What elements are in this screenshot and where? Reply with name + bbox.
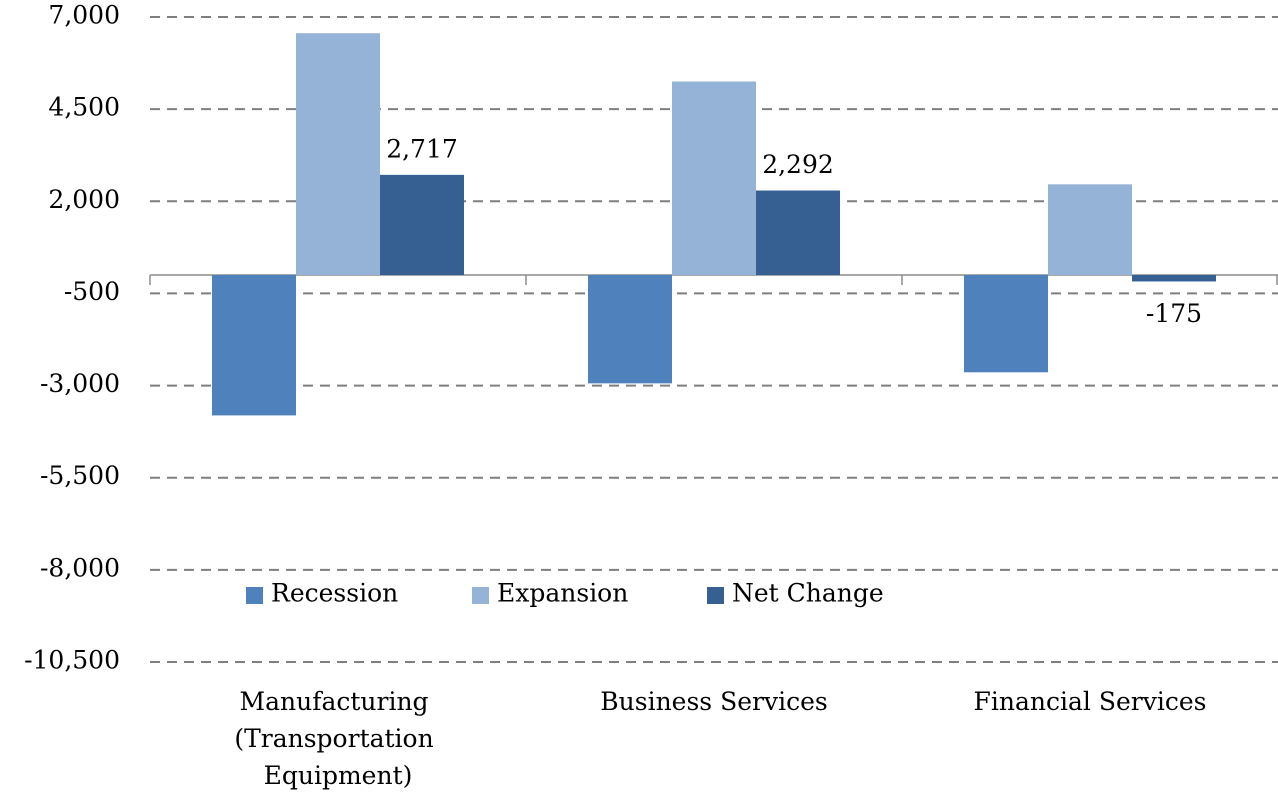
bar <box>1132 275 1216 282</box>
legend-label: Expansion <box>497 579 628 608</box>
bar <box>1048 184 1132 275</box>
x-tick-label: Manufacturing (Transportation Equipment) <box>234 687 441 790</box>
y-tick-label: -500 <box>64 277 120 306</box>
legend-label: Recession <box>271 579 398 608</box>
y-tick-label: 7,000 <box>48 1 120 30</box>
data-label: 2,717 <box>386 134 458 163</box>
x-tick-label: Financial Services <box>974 687 1207 716</box>
bar <box>964 275 1048 373</box>
bar <box>212 275 296 416</box>
bar <box>588 275 672 384</box>
y-tick-label: -8,000 <box>40 553 120 582</box>
bar <box>296 33 380 275</box>
y-tick-label: -3,000 <box>40 369 120 398</box>
x-tick-label: Business Services <box>600 687 827 716</box>
legend-swatch <box>472 587 489 604</box>
y-tick-label: -5,500 <box>40 461 120 490</box>
data-label: -175 <box>1146 299 1202 328</box>
bar <box>672 81 756 275</box>
y-tick-label: -10,500 <box>24 646 120 675</box>
bar <box>756 190 840 275</box>
legend-swatch <box>246 587 263 604</box>
legend-label: Net Change <box>732 579 884 608</box>
data-label: 2,292 <box>762 150 834 179</box>
bar <box>380 174 464 275</box>
y-tick-label: 4,500 <box>48 93 120 122</box>
y-tick-label: 2,000 <box>48 185 120 214</box>
legend-swatch <box>707 587 724 604</box>
